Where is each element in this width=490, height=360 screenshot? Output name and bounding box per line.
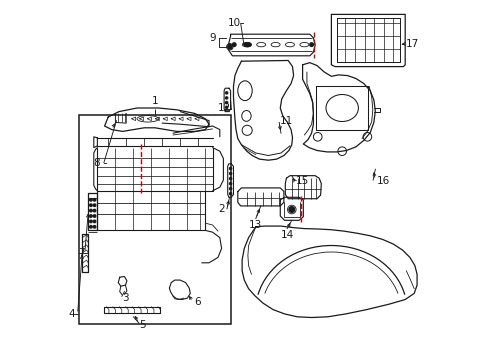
Circle shape — [90, 199, 92, 201]
Circle shape — [93, 220, 96, 222]
Text: 4: 4 — [69, 309, 75, 319]
Circle shape — [289, 207, 294, 212]
Text: 10: 10 — [227, 18, 241, 28]
Ellipse shape — [244, 42, 251, 47]
Text: 14: 14 — [280, 230, 294, 240]
Text: 8: 8 — [94, 158, 100, 168]
Circle shape — [93, 210, 96, 212]
Circle shape — [225, 106, 228, 108]
Circle shape — [229, 167, 232, 170]
Bar — [79, 115, 231, 324]
Circle shape — [93, 215, 96, 217]
Text: 11: 11 — [280, 116, 294, 126]
Text: 5: 5 — [139, 320, 146, 330]
Text: 1: 1 — [152, 96, 158, 106]
Circle shape — [229, 188, 232, 190]
Circle shape — [90, 225, 92, 228]
Circle shape — [225, 102, 228, 104]
Circle shape — [229, 183, 232, 185]
Text: 16: 16 — [376, 176, 390, 186]
Circle shape — [228, 45, 232, 49]
Text: 9: 9 — [210, 33, 216, 43]
Circle shape — [93, 204, 96, 207]
Text: 17: 17 — [406, 39, 419, 49]
Circle shape — [310, 43, 314, 46]
Circle shape — [232, 43, 236, 46]
Text: 13: 13 — [249, 220, 263, 230]
Circle shape — [93, 225, 96, 228]
Circle shape — [229, 193, 232, 195]
Circle shape — [90, 215, 92, 217]
Circle shape — [93, 199, 96, 201]
Text: 2: 2 — [219, 204, 225, 214]
Circle shape — [90, 210, 92, 212]
Circle shape — [225, 97, 228, 99]
Text: 7: 7 — [78, 248, 85, 258]
Text: 15: 15 — [295, 176, 309, 186]
Text: 6: 6 — [194, 297, 200, 307]
Circle shape — [90, 204, 92, 207]
Circle shape — [225, 92, 228, 94]
Circle shape — [229, 177, 232, 180]
Circle shape — [229, 172, 232, 175]
Circle shape — [90, 220, 92, 222]
Text: 3: 3 — [122, 293, 128, 303]
Text: 12: 12 — [218, 103, 231, 113]
